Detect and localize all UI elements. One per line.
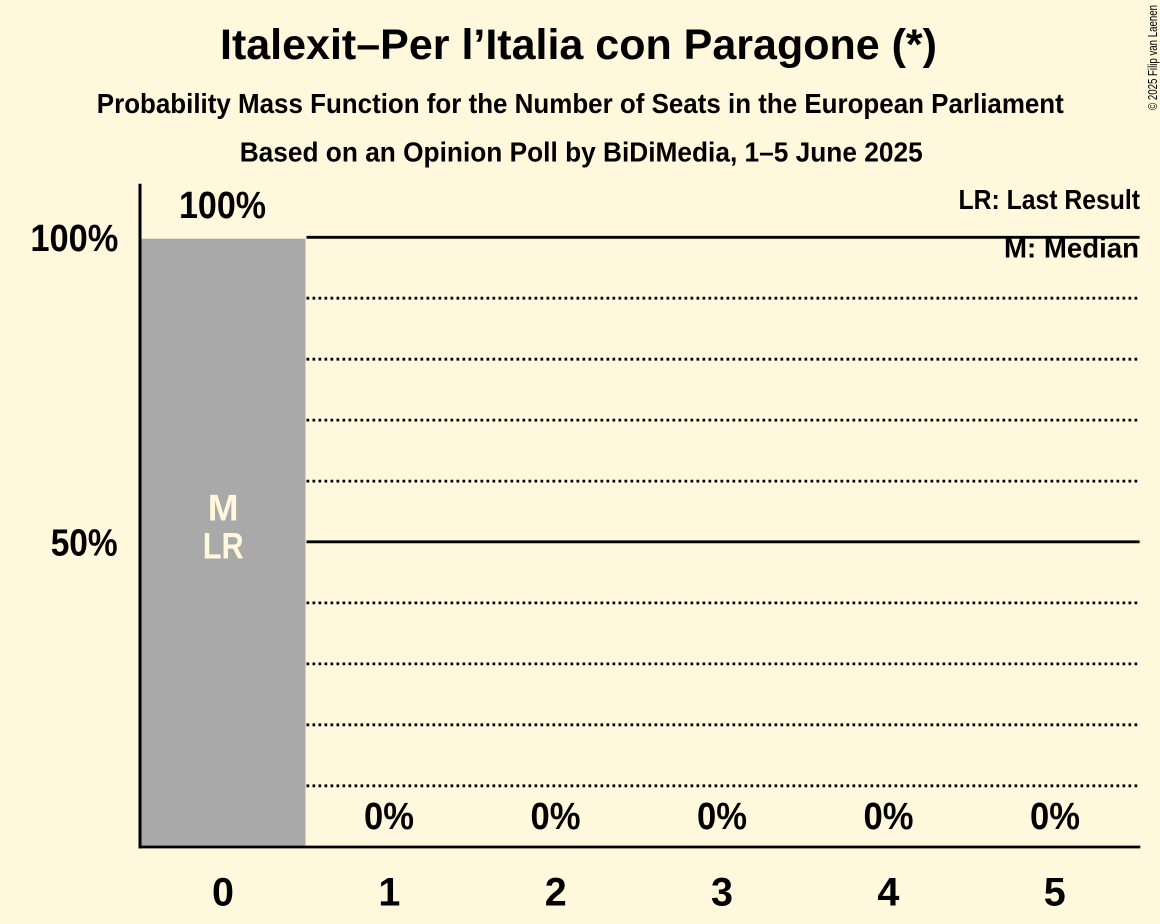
svg-text:0%: 0% (864, 796, 914, 838)
svg-text:3: 3 (711, 871, 733, 915)
svg-text:0%: 0% (531, 796, 581, 838)
svg-text:Based on an Opinion Poll by Bi: Based on an Opinion Poll by BiDiMedia, 1… (240, 137, 923, 168)
svg-text:1: 1 (378, 871, 400, 915)
svg-text:© 2025 Filip van Laenen: © 2025 Filip van Laenen (1145, 5, 1160, 110)
svg-text:2: 2 (545, 871, 567, 915)
svg-text:0%: 0% (364, 796, 414, 838)
svg-text:LR: LR (203, 526, 244, 567)
svg-text:5: 5 (1044, 871, 1066, 915)
svg-text:LR: Last Result: LR: Last Result (959, 184, 1141, 215)
svg-text:M: M (208, 488, 239, 529)
svg-text:100%: 100% (30, 218, 118, 260)
svg-text:100%: 100% (179, 185, 266, 227)
svg-text:50%: 50% (51, 523, 118, 565)
svg-text:4: 4 (877, 871, 899, 915)
svg-text:Probability Mass Function for: Probability Mass Function for the Number… (97, 88, 1064, 119)
svg-text:0: 0 (212, 871, 234, 915)
svg-text:0%: 0% (697, 796, 747, 838)
svg-text:0%: 0% (1030, 796, 1080, 838)
svg-text:Italexit–Per l’Italia con Para: Italexit–Per l’Italia con Paragone (*) (220, 21, 937, 69)
